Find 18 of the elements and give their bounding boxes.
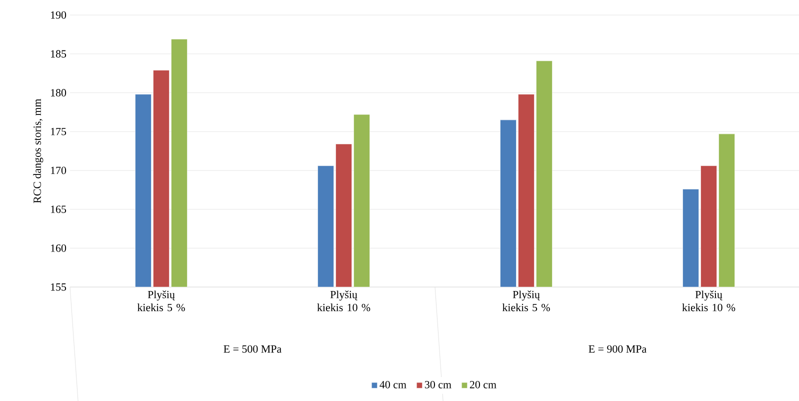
y-tick-label: 170 xyxy=(51,166,66,174)
y-tick-label: 185 xyxy=(51,50,66,58)
y-tick-label: 165 xyxy=(51,206,66,213)
y-tick-label: 155 xyxy=(51,283,66,291)
legend-label: 40 cm xyxy=(380,380,406,388)
x-tick-label: Plyšių kiekis 10 % xyxy=(682,290,736,312)
text: E = 500 MPa xyxy=(224,345,282,353)
x-tick-label: Plyšių kiekis 5 % xyxy=(137,290,185,312)
y-axis-title: RCC dangos storis, mm xyxy=(33,98,44,204)
y-tick-label: 180 xyxy=(51,89,66,96)
legend-label: 20 cm xyxy=(470,380,496,388)
legend-label: 30 cm xyxy=(424,380,452,388)
x-tick-label: Plyšių kiekis 5 % xyxy=(502,290,550,312)
text: E = 900 MPa xyxy=(588,345,646,353)
y-tick-label: 190 xyxy=(51,11,66,19)
y-tick-label: 160 xyxy=(51,244,66,252)
y-tick-label: 175 xyxy=(51,128,66,136)
x-tick-label: Plyšių kiekis 10 % xyxy=(317,290,370,312)
